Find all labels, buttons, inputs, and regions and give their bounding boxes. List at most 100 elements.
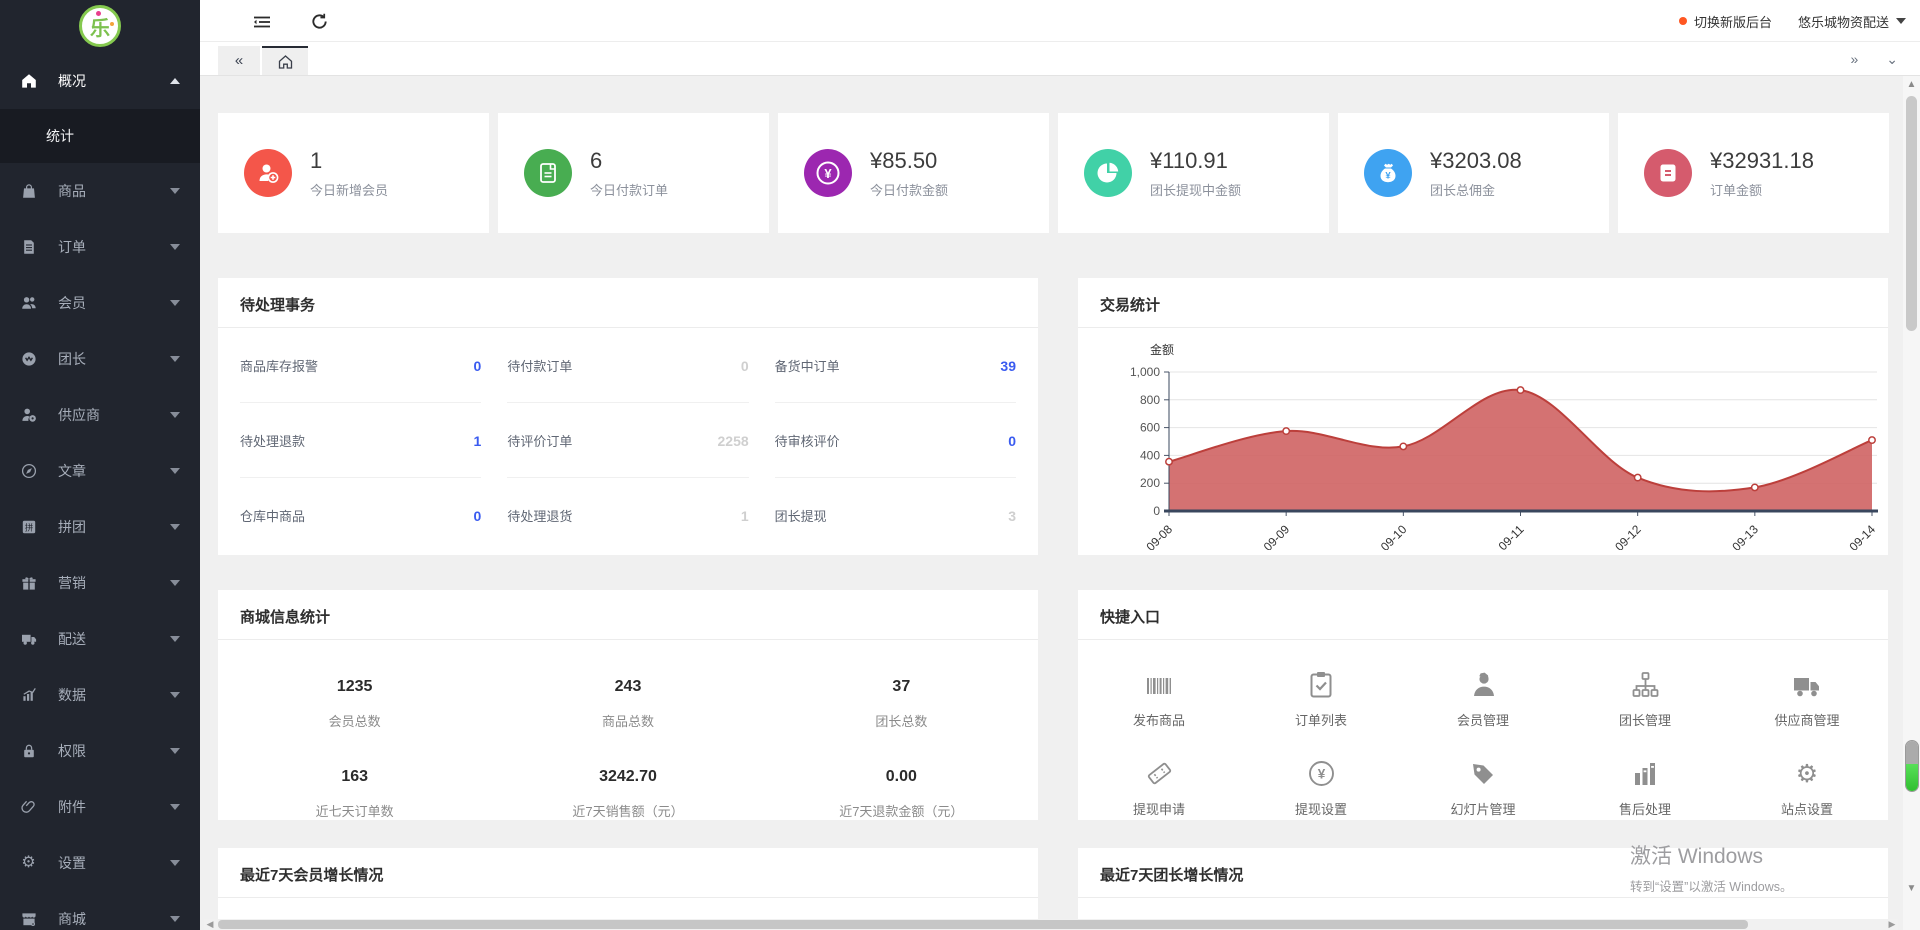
quick-entry-panel: 快捷入口 发布商品 订单列表 会员管理 团长管理 — [1078, 590, 1888, 820]
quick-entry-supplier-manage[interactable]: 供应商管理 — [1726, 640, 1888, 729]
horizontal-scrollbar-thumb[interactable] — [218, 920, 1748, 929]
sidebar-item-groupbuy[interactable]: 拼 拼团 — [0, 499, 200, 555]
pending-cell[interactable]: 待处理退款 1 — [240, 403, 482, 478]
account-dropdown[interactable]: 悠乐城物资配送 — [1798, 12, 1906, 31]
yen-ring-icon: ¥ — [804, 149, 852, 197]
tab-bar: « » ⌄ — [200, 42, 1920, 76]
pending-cell[interactable]: 待评价订单 2258 — [507, 403, 749, 478]
quick-entry-label: 提现设置 — [1294, 802, 1347, 817]
pending-value[interactable]: 39 — [1000, 357, 1016, 374]
horizontal-scrollbar[interactable]: ◀ ▶ — [204, 919, 1898, 930]
pending-cell[interactable]: 商品库存报警 0 — [240, 328, 482, 403]
chevron-down-icon — [1896, 18, 1906, 24]
mall-stat-value: 1235 — [336, 678, 373, 695]
quick-entry-label: 售后处理 — [1618, 802, 1671, 817]
sidebar-item-members[interactable]: 会员 — [0, 275, 200, 331]
gear-icon: ⚙ — [21, 854, 36, 871]
quick-entry-member-manage[interactable]: 会员管理 — [1402, 640, 1564, 729]
chevron-down-icon — [170, 524, 180, 530]
stat-card-leader-commission[interactable]: ¥ ¥3203.08 团长总佣金 — [1338, 113, 1609, 233]
sidebar-item-leaders[interactable]: 团长 — [0, 331, 200, 387]
stat-card-order-amount[interactable]: ¥32931.18 订单金额 — [1618, 113, 1889, 233]
quick-entry-order-list[interactable]: 订单列表 — [1240, 640, 1402, 729]
pending-cell[interactable]: 仓库中商品 0 — [240, 478, 481, 552]
sidebar-item-data[interactable]: 数据 — [0, 667, 200, 723]
pending-cell[interactable]: 备货中订单 39 — [774, 328, 1016, 403]
chevron-down-icon — [170, 580, 180, 586]
panel-title: 最近7天团长增长情况 — [1078, 848, 1888, 898]
svg-text:0: 0 — [1153, 504, 1160, 518]
scroll-left-arrow-icon[interactable]: ◀ — [206, 919, 214, 929]
pending-value[interactable]: 0 — [473, 357, 482, 374]
sidebar-item-label: 营销 — [58, 575, 86, 591]
sidebar-item-goods[interactable]: 商品 — [0, 163, 200, 219]
sidebar-item-attachments[interactable]: 附件 — [0, 779, 200, 835]
stat-card-withdrawing-amount[interactable]: ¥110.91 团长提现中金额 — [1058, 113, 1329, 233]
sidebar-item-overview[interactable]: 概况 — [0, 52, 200, 109]
stat-card-paid-amount[interactable]: ¥ ¥85.50 今日付款金额 — [778, 113, 1049, 233]
tab-home[interactable] — [262, 46, 308, 75]
stat-card-paid-orders[interactable]: 6 今日付款订单 — [498, 113, 769, 233]
stat-card-new-members[interactable]: 1 今日新增会员 — [218, 113, 489, 233]
svg-text:09-11: 09-11 — [1496, 522, 1527, 550]
svg-text:09-12: 09-12 — [1612, 522, 1644, 550]
quick-entry-site-settings[interactable]: ⚙ 站点设置 — [1726, 729, 1888, 818]
sidebar-item-mall[interactable]: 商城 — [0, 891, 200, 930]
sidebar-subitem-label: 统计 — [46, 128, 74, 144]
pending-label: 待评价订单 — [507, 434, 573, 449]
pending-value[interactable]: 1 — [473, 432, 482, 449]
chevron-down-icon — [170, 412, 180, 418]
mall-stat: 243 商品总数 — [491, 640, 764, 730]
scroll-up-arrow-icon[interactable]: ▲ — [1906, 79, 1917, 90]
vertical-scrollbar[interactable]: ▲ ▼ — [1903, 76, 1920, 930]
pending-value[interactable]: 1 — [740, 507, 749, 524]
sidebar-item-orders[interactable]: 订单 — [0, 219, 200, 275]
tabs-scroll-left-button[interactable]: « — [218, 46, 260, 75]
switch-new-admin-link[interactable]: 切换新版后台 — [1678, 12, 1772, 31]
sidebar-item-suppliers[interactable]: 供应商 — [0, 387, 200, 443]
tabs-menu-button[interactable]: ⌄ — [1886, 50, 1898, 67]
sidebar-item-delivery[interactable]: 配送 — [0, 611, 200, 667]
tabs-scroll-right-button[interactable]: » — [1850, 51, 1859, 67]
pending-cell[interactable]: 待付款订单 0 — [507, 328, 749, 403]
svg-text:400: 400 — [1140, 448, 1160, 462]
quick-entry-withdraw-apply[interactable]: 提现申请 — [1078, 729, 1240, 818]
stat-value: 6 — [590, 147, 603, 173]
pie-icon — [1084, 149, 1132, 197]
pending-value[interactable]: 0 — [1008, 432, 1016, 449]
pending-value[interactable]: 2258 — [717, 432, 749, 449]
scroll-right-arrow-icon[interactable]: ▶ — [1888, 919, 1896, 929]
quick-entry-slideshow-manage[interactable]: 幻灯片管理 — [1402, 729, 1564, 818]
chart-legend[interactable]: 金额 — [1150, 343, 1175, 357]
sidebar-item-permissions[interactable]: 权限 — [0, 723, 200, 779]
quick-entry-label: 发布商品 — [1132, 713, 1185, 728]
pending-cell[interactable]: 团长提现 3 — [775, 478, 1016, 552]
quick-entry-aftersale[interactable]: 售后处理 — [1564, 729, 1726, 818]
sidebar-item-settings[interactable]: ⚙ 设置 — [0, 835, 200, 891]
quick-entry-leader-manage[interactable]: 团长管理 — [1564, 640, 1726, 729]
sidebar-fold-icon[interactable] — [252, 12, 272, 32]
scroll-down-arrow-icon[interactable]: ▼ — [1906, 883, 1917, 894]
quick-entry-withdraw-settings[interactable]: ¥ 提现设置 — [1240, 729, 1402, 818]
tag-icon — [1402, 759, 1564, 787]
sidebar-item-label: 数据 — [58, 687, 86, 703]
pending-label: 仓库中商品 — [240, 509, 306, 524]
sidebar-item-articles[interactable]: 文章 — [0, 443, 200, 499]
sidebar-subitem-statistics[interactable]: 统计 — [0, 109, 200, 163]
pending-label: 待处理退货 — [507, 509, 573, 524]
pending-cell[interactable]: 待处理退货 1 — [507, 478, 748, 552]
refresh-icon[interactable] — [310, 12, 330, 32]
pending-value[interactable]: 0 — [740, 357, 749, 374]
pending-value[interactable]: 0 — [473, 507, 482, 524]
mall-stat: 37 团长总数 — [765, 640, 1038, 730]
logo-area[interactable]: 乐 — [0, 0, 200, 52]
pending-value[interactable]: 3 — [1008, 507, 1016, 524]
quick-entry-publish-goods[interactable]: 发布商品 — [1078, 640, 1240, 729]
sidebar-item-label: 文章 — [58, 463, 86, 479]
sidebar-item-label: 商品 — [58, 183, 86, 199]
clipboard-check-icon — [1240, 670, 1402, 698]
pending-cell[interactable]: 待审核评价 0 — [774, 403, 1016, 478]
sidebar-item-label: 会员 — [58, 295, 86, 311]
sidebar-item-marketing[interactable]: 营销 — [0, 555, 200, 611]
vertical-scrollbar-thumb[interactable] — [1906, 96, 1917, 331]
